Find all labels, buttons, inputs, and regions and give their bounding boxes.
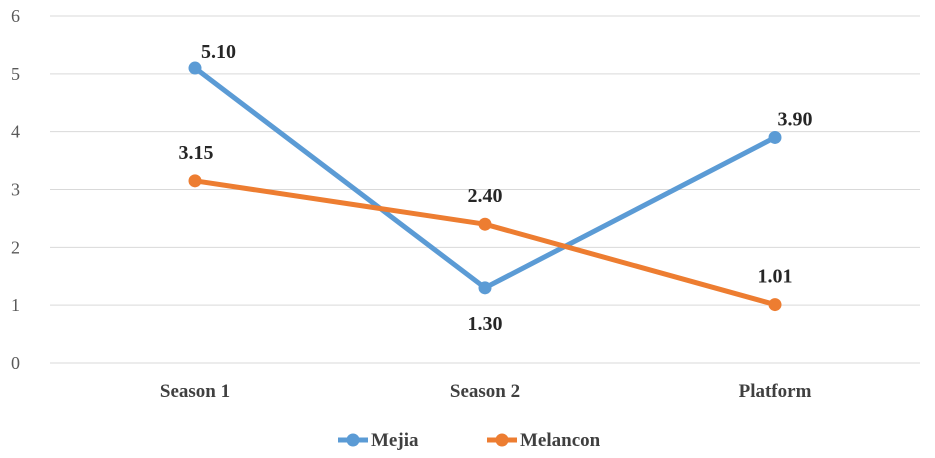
x-tick-label: Season 2 — [450, 381, 520, 402]
x-tick-label: Platform — [739, 381, 812, 402]
y-tick-label: 3 — [11, 180, 20, 200]
data-label: 5.10 — [201, 41, 236, 63]
data-point — [768, 298, 782, 312]
x-axis-tick-labels: Season 1 Season 2 Platform — [160, 381, 812, 402]
data-label: 2.40 — [468, 185, 503, 207]
legend-label: Mejia — [371, 430, 419, 451]
data-label: 3.90 — [778, 108, 813, 130]
data-point — [188, 61, 202, 75]
data-point — [188, 174, 202, 188]
y-axis-tick-labels: 0 1 2 3 4 5 6 — [11, 6, 20, 373]
legend-swatch-marker — [346, 433, 360, 447]
y-tick-label: 0 — [11, 353, 20, 373]
legend: Mejia Melancon — [338, 430, 601, 451]
data-point — [478, 217, 492, 231]
data-point — [768, 130, 782, 144]
legend-item-mejia: Mejia — [338, 430, 419, 451]
y-tick-label: 5 — [11, 64, 20, 84]
y-tick-label: 4 — [11, 122, 20, 142]
data-label: 1.30 — [468, 313, 503, 335]
data-label: 1.01 — [758, 266, 793, 288]
legend-item-melancon: Melancon — [487, 430, 601, 451]
legend-label: Melancon — [520, 430, 601, 451]
data-labels: 5.10 1.30 3.90 3.15 2.40 1.01 — [179, 41, 813, 335]
y-tick-label: 1 — [11, 295, 20, 315]
series-lines — [188, 61, 782, 312]
series-line-mejia — [192, 65, 778, 291]
data-label: 3.15 — [179, 142, 214, 164]
y-tick-label: 6 — [11, 6, 20, 26]
data-point — [478, 281, 492, 295]
x-tick-label: Season 1 — [160, 381, 230, 402]
y-tick-label: 2 — [11, 237, 20, 257]
legend-swatch-marker — [495, 433, 509, 447]
